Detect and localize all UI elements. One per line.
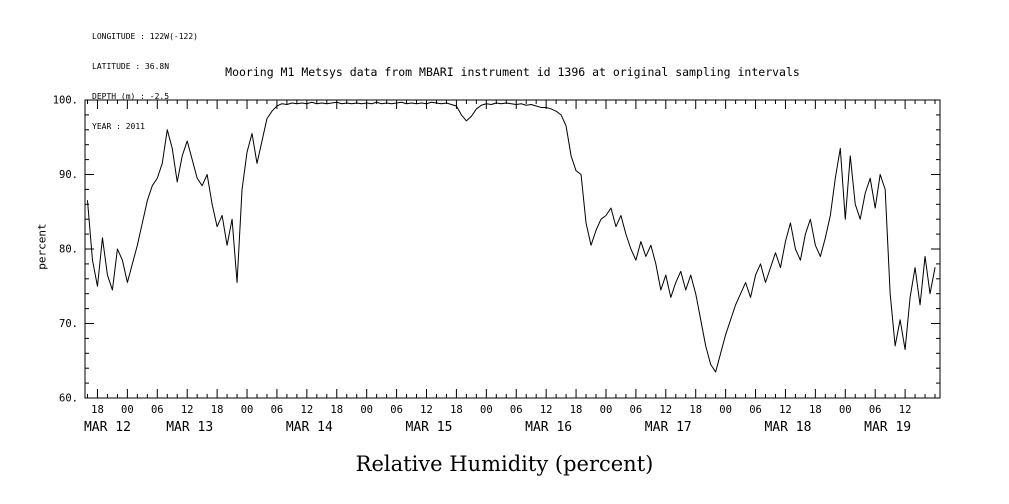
- x-tick-label: 06: [271, 404, 284, 416]
- x-date-label: MAR 16: [525, 420, 572, 435]
- x-date-label: MAR 14: [286, 420, 333, 435]
- x-tick-label: 12: [301, 404, 314, 416]
- x-date-label: MAR 19: [864, 420, 911, 435]
- y-tick-label: 90.: [59, 169, 78, 181]
- x-tick-label: 06: [869, 404, 882, 416]
- x-tick-label: 12: [779, 404, 792, 416]
- x-tick-label: 12: [659, 404, 672, 416]
- x-tick-label: 00: [719, 404, 732, 416]
- x-date-label: MAR 17: [645, 420, 692, 435]
- x-tick-label: 00: [600, 404, 613, 416]
- metadata-year: YEAR : 2011: [92, 122, 145, 131]
- x-tick-label: 18: [450, 404, 463, 416]
- y-tick-label: 100.: [53, 95, 78, 107]
- x-tick-label: 12: [899, 404, 912, 416]
- x-tick-label: 12: [420, 404, 433, 416]
- axis-frame: [84, 99, 941, 399]
- x-tick-label: 12: [540, 404, 553, 416]
- x-tick-label: 00: [241, 404, 254, 416]
- x-tick-label: 00: [839, 404, 852, 416]
- x-tick-label: 18: [91, 404, 104, 416]
- metadata-block: LONGITUDE : 122W(-122) LATITUDE : 36.8N …: [92, 12, 198, 152]
- metadata-latitude: LATITUDE : 36.8N: [92, 62, 170, 71]
- x-tick-label: 06: [749, 404, 762, 416]
- x-tick-label: 06: [151, 404, 164, 416]
- y-tick-label: 60.: [59, 393, 78, 405]
- chart-bottom-label: Relative Humidity (percent): [355, 452, 654, 476]
- x-date-label: MAR 13: [166, 420, 213, 435]
- relative_humidity-line: [86, 101, 936, 373]
- chart-title: Mooring M1 Metsys data from MBARI instru…: [225, 65, 800, 79]
- metadata-depth: DEPTH (m) : -2.5: [92, 92, 170, 101]
- x-tick-label: 06: [630, 404, 643, 416]
- x-tick-label: 18: [570, 404, 583, 416]
- x-date-label: MAR 18: [764, 420, 811, 435]
- y-tick-label: 80.: [59, 244, 78, 256]
- x-tick-label: 18: [211, 404, 224, 416]
- x-tick-label: 00: [360, 404, 373, 416]
- x-tick-label: 06: [390, 404, 403, 416]
- x-date-label: MAR 12: [84, 420, 131, 435]
- metadata-longitude: LONGITUDE : 122W(-122): [92, 32, 198, 41]
- x-tick-label: 00: [121, 404, 134, 416]
- x-tick-label: 18: [689, 404, 702, 416]
- y-tick-label: 70.: [59, 318, 78, 330]
- x-tick-label: 06: [510, 404, 523, 416]
- x-tick-label: 12: [181, 404, 194, 416]
- x-tick-label: 18: [809, 404, 822, 416]
- x-date-label: MAR 15: [406, 420, 453, 435]
- x-tick-label: 18: [330, 404, 343, 416]
- x-tick-label: 00: [480, 404, 493, 416]
